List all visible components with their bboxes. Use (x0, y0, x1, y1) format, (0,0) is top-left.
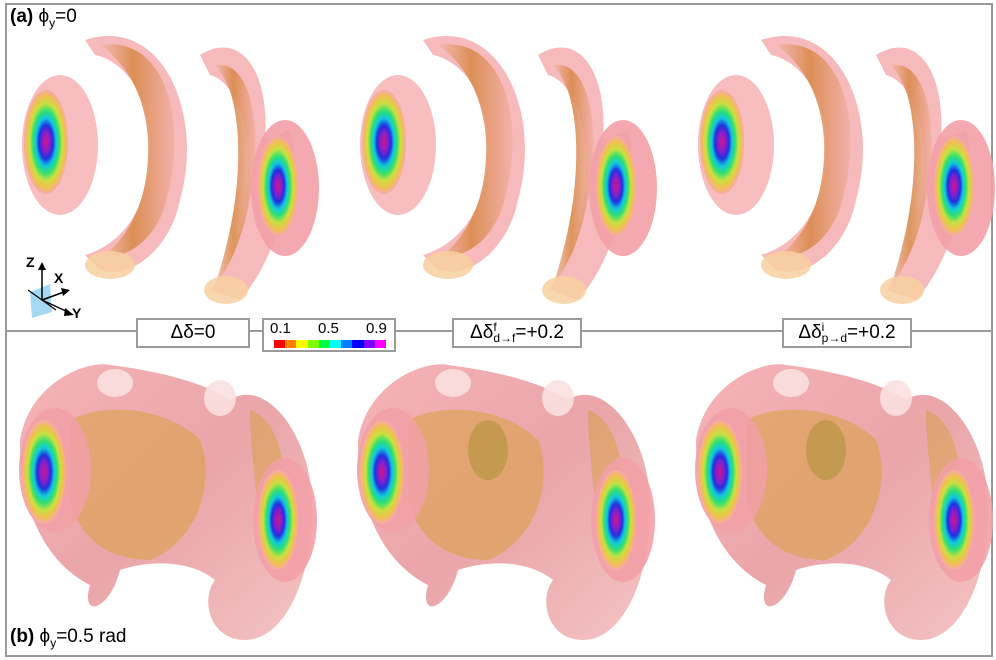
bottom-group-3 (695, 364, 993, 640)
top-group-1 (22, 35, 319, 304)
top-group-3 (698, 35, 995, 304)
panel-b-phi: ϕ (39, 626, 51, 647)
colorbar-swatch-5 (330, 340, 342, 348)
colorbar-swatch-6 (341, 340, 353, 348)
label-2-sup: f (493, 319, 497, 334)
top-group-2 (360, 35, 657, 304)
colorbar-swatch-9 (374, 340, 387, 348)
label-2-rest: =+0.2 (515, 322, 564, 343)
colorbar-swatch-8 (363, 340, 375, 348)
bottom-row-isosurfaces (19, 364, 993, 640)
axis-z-label: Z (26, 254, 35, 270)
colorbar-strip (274, 340, 387, 348)
bottom-group-2 (357, 364, 655, 640)
bottom-group-1 (19, 364, 317, 640)
label-3-rest: =+0.2 (847, 322, 896, 343)
panel-a-title: (a) ϕy=0 (10, 6, 77, 30)
colorbar-swatch-3 (307, 340, 319, 348)
colorbar-swatch-0 (274, 340, 286, 348)
label-3-sub: p→d (821, 330, 848, 345)
label-delta-d-f: Δδ f d→f =+0.2 (452, 318, 582, 348)
label-delta-zero: Δδ=0 (136, 318, 250, 348)
label-2-main: Δδ (470, 322, 494, 343)
big-tube-inner (100, 44, 175, 256)
label-3-sup: i (821, 319, 825, 334)
colorbar-swatch-2 (296, 340, 308, 348)
colorbar-swatch-7 (352, 340, 364, 348)
left-lobe-core (24, 90, 68, 194)
right-lobe-core (258, 136, 298, 236)
panel-b-letter: (b) (10, 626, 35, 647)
colorbar-ticks: 0.1 0.5 0.9 (270, 320, 388, 338)
blob-inner (70, 409, 206, 560)
axis-triad-icon (27, 262, 74, 318)
colorbar-swatch-1 (285, 340, 297, 348)
label-delta-p-d: Δδ i p→d =+0.2 (782, 318, 912, 348)
colorbar: 0.1 0.5 0.9 (262, 318, 396, 352)
label-2-sub: d→f (493, 330, 516, 345)
big-tube-end (85, 251, 135, 279)
colorbar-swatch-4 (318, 340, 331, 348)
panel-b-value: =0.5 rad (56, 626, 127, 647)
axis-x-label: X (54, 270, 64, 286)
panel-b-title: (b) ϕy=0.5 rad (10, 626, 126, 650)
axis-y-label: Y (72, 305, 82, 321)
label-1-main: Δδ (170, 322, 194, 343)
label-1-rest: =0 (193, 322, 216, 343)
right-tube-end (204, 276, 248, 304)
panel-b-phi-sub: y (50, 635, 57, 650)
panel-a-letter: (a) (10, 6, 34, 27)
panel-a-phi-sub: y (49, 15, 56, 30)
colorbar-tick-mid: 0.5 (318, 320, 339, 337)
colorbar-tick-high: 0.9 (366, 320, 387, 337)
right-tube-inner (215, 64, 256, 285)
colorbar-tick-low: 0.1 (270, 320, 291, 337)
panel-a-value: =0 (55, 6, 77, 27)
label-3-main: Δδ (798, 322, 822, 343)
panel-a-phi: ϕ (38, 6, 50, 27)
top-row-isosurfaces (22, 35, 995, 304)
